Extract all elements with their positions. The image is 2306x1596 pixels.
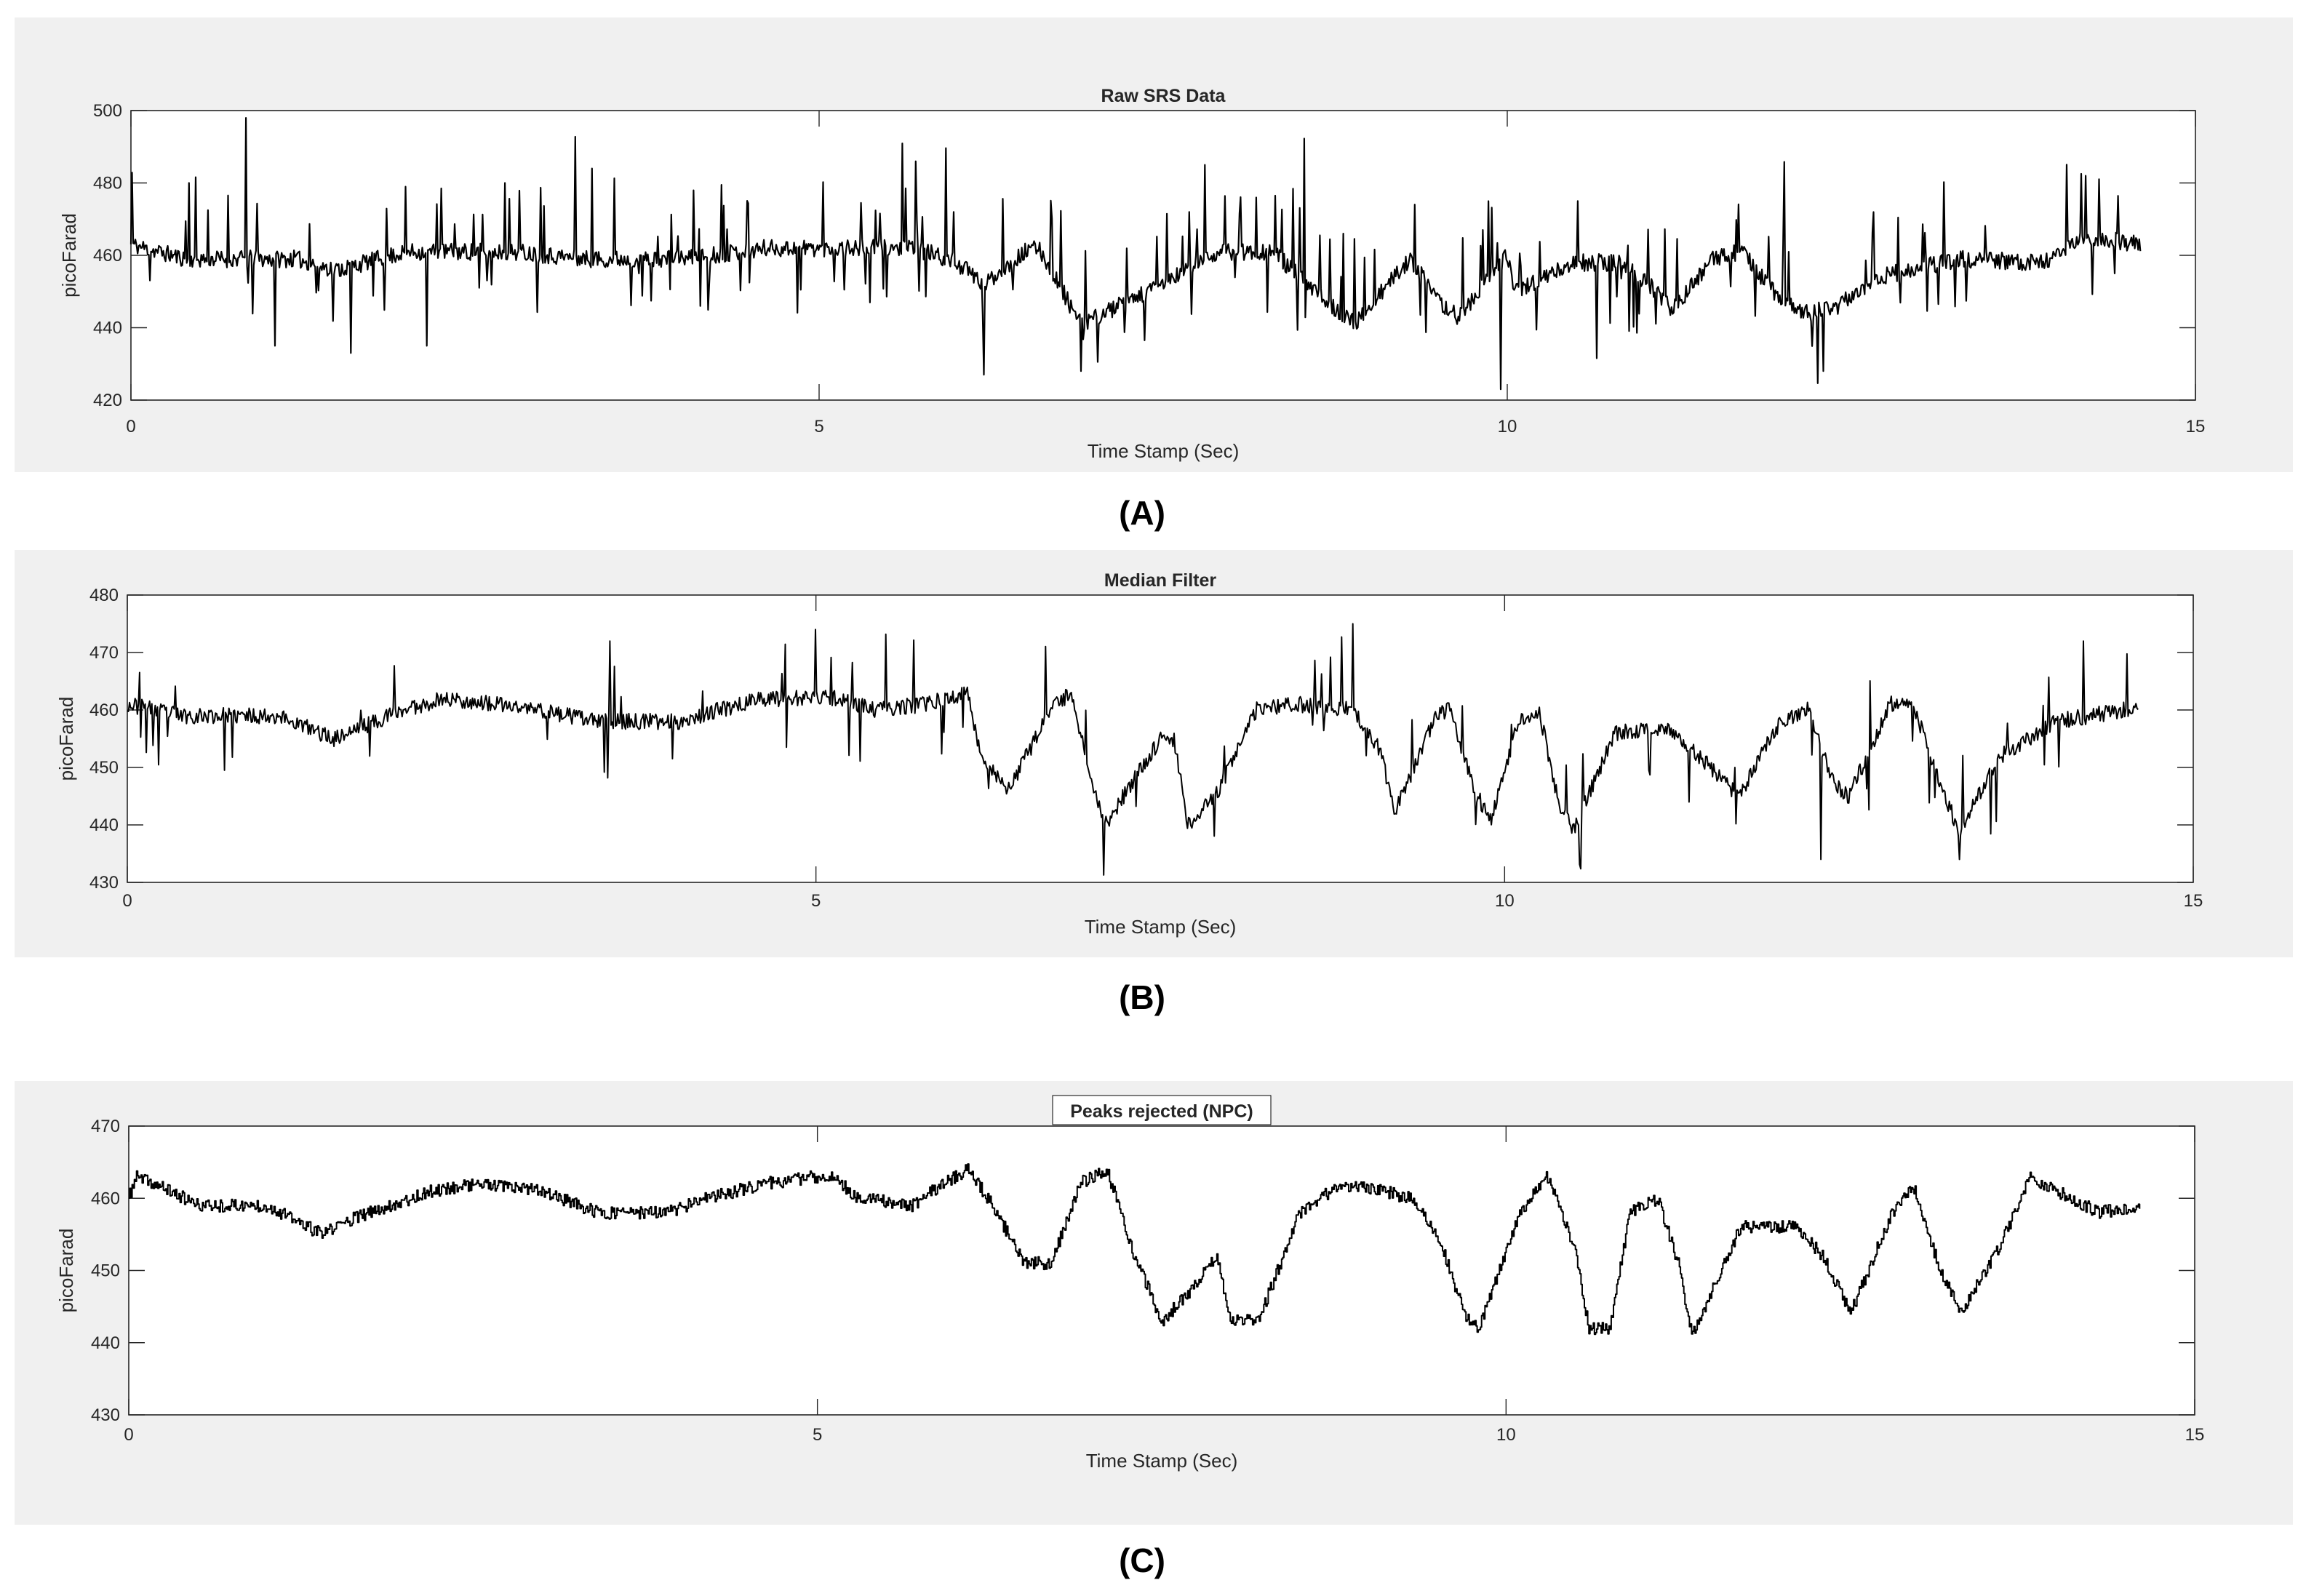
x-tick-label: 15 (2186, 417, 2206, 436)
panel-median-filter: Median Filter 0 5 10 15 430 440 450 460 470 480 Tim… (15, 550, 2293, 957)
x-tick-label: 15 (2185, 1425, 2205, 1445)
y-tick-label: 440 (89, 815, 119, 835)
x-axis-label: Time Stamp (Sec) (1086, 1450, 1238, 1472)
y-tick-label: 480 (93, 174, 122, 193)
y-tick-label: 440 (91, 1333, 120, 1353)
panel-raw-srs-data: Raw SRS Data 0 5 10 15 420 440 460 480 500 Time St… (15, 17, 2293, 472)
x-tick-label: 15 (2184, 891, 2203, 911)
y-tick-label: 450 (91, 1261, 120, 1281)
y-tick-label: 480 (89, 586, 119, 605)
y-tick-label: 470 (91, 1117, 120, 1136)
y-tick-label: 500 (93, 101, 122, 121)
y-tick-label: 460 (89, 701, 119, 720)
y-tick-label: 460 (91, 1189, 120, 1208)
x-tick-label: 5 (811, 891, 821, 911)
x-tick-label: 5 (813, 1425, 822, 1445)
chart-raw-srs-data: Raw SRS Data 0 5 10 15 420 440 460 480 500 Time St… (58, 86, 2206, 462)
panel-peaks-rejected: Peaks rejected (NPC) 0 5 10 15 430 440 450 460 47… (15, 1081, 2293, 1525)
plot-area (128, 1125, 2195, 1416)
y-tick-label: 470 (89, 643, 119, 663)
plot-area (127, 594, 2194, 883)
x-tick-label: 0 (124, 1425, 133, 1445)
y-axis-label: picoFarad (55, 1229, 77, 1313)
x-tick-label: 10 (1496, 1425, 1516, 1445)
x-axis-label: Time Stamp (Sec) (1088, 440, 1240, 462)
y-tick-label: 450 (89, 758, 119, 778)
x-tick-label: 0 (122, 891, 132, 911)
series-line (127, 623, 2139, 876)
caption-b: (B) (1119, 978, 1165, 1016)
chart-peaks-rejected: Peaks rejected (NPC) 0 5 10 15 430 440 450 460 47… (55, 1095, 2205, 1472)
y-axis-label: picoFarad (58, 213, 80, 298)
x-axis-label: Time Stamp (Sec) (1085, 916, 1237, 938)
y-axis-label: picoFarad (55, 697, 77, 781)
y-tick-label: 430 (91, 1405, 120, 1425)
chart-title: Raw SRS Data (1101, 86, 1226, 106)
y-tick-label: 420 (93, 391, 122, 410)
y-tick-label: 460 (93, 246, 122, 266)
chart-title: Peaks rejected (NPC) (1070, 1101, 1253, 1122)
x-tick-label: 5 (814, 417, 823, 436)
series-line (129, 1163, 2141, 1336)
chart-median-filter: Median Filter 0 5 10 15 430 440 450 460 470 480 Tim… (55, 570, 2203, 938)
y-tick-label: 430 (89, 873, 119, 893)
caption-a: (A) (1119, 494, 1165, 532)
chart-title: Median Filter (1104, 570, 1216, 591)
y-tick-label: 440 (93, 319, 122, 338)
x-tick-label: 10 (1498, 417, 1517, 436)
series-line (129, 117, 2142, 391)
x-tick-label: 0 (126, 417, 135, 436)
caption-c: (C) (1119, 1541, 1165, 1579)
plot-area (130, 110, 2196, 401)
title-box (1052, 1095, 1272, 1125)
x-tick-label: 10 (1495, 891, 1515, 911)
